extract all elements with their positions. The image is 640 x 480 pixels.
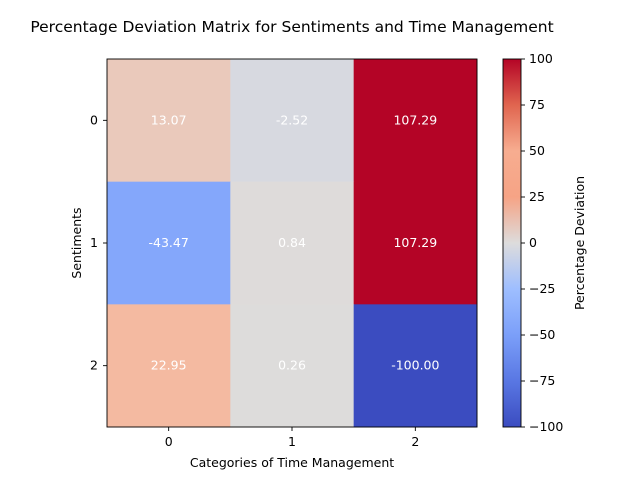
colorbar-tick-label: −100	[529, 419, 563, 434]
colorbar-tick-label: 100	[529, 51, 553, 66]
x-axis-label: Categories of Time Management	[190, 455, 394, 470]
cell-value-label: -2.52	[276, 112, 308, 127]
colorbar-tick-label: −25	[529, 281, 555, 296]
heatmap-cell-labels: 13.07 -2.52 107.29 -43.47 0.84 107.29 22.95 0.2…	[149, 112, 440, 372]
heatmap-cell	[107, 181, 231, 305]
y-tick-label: 2	[90, 358, 98, 373]
y-tick-label: 0	[90, 112, 98, 127]
heatmap-cell	[230, 181, 355, 305]
heatmap-cell	[107, 304, 231, 428]
heatmap-cells	[107, 59, 478, 428]
x-axis-ticks: 0 1 2	[165, 427, 419, 449]
colorbar-ticks: 100 75 50 25 0 −25 −50 −75 −100	[521, 51, 563, 434]
cell-value-label: 13.07	[151, 112, 187, 127]
y-tick-label: 1	[90, 235, 98, 250]
colorbar-tick-label: 25	[529, 189, 545, 204]
y-axis-ticks: 0 1 2	[90, 112, 107, 373]
x-tick-label: 0	[165, 434, 173, 449]
colorbar-tick-label: −75	[529, 373, 555, 388]
colorbar-label: Percentage Deviation	[572, 176, 587, 310]
cell-value-label: 22.95	[151, 358, 187, 373]
cell-value-label: -100.00	[391, 358, 439, 373]
heatmap-cell	[107, 59, 231, 183]
colorbar-tick-label: 75	[529, 97, 545, 112]
heatmap-cell	[353, 59, 478, 183]
heatmap-cell	[353, 181, 478, 305]
heatmap-cell	[230, 304, 355, 428]
y-axis-label: Sentiments	[69, 207, 84, 278]
colorbar-tick-label: 0	[529, 235, 537, 250]
cell-value-label: -43.47	[149, 235, 189, 250]
cell-value-label: 0.26	[278, 358, 306, 373]
heatmap-cell	[230, 59, 355, 183]
cell-value-label: 107.29	[393, 235, 437, 250]
colorbar-tick-label: 50	[529, 143, 545, 158]
cell-value-label: 107.29	[393, 112, 437, 127]
cell-value-label: 0.84	[278, 235, 306, 250]
colorbar-tick-label: −50	[529, 327, 555, 342]
x-tick-label: 1	[288, 434, 296, 449]
heatmap-cell	[353, 304, 478, 428]
colorbar	[502, 58, 522, 428]
x-tick-label: 2	[411, 434, 419, 449]
chart-title: Percentage Deviation Matrix for Sentimen…	[30, 18, 553, 36]
